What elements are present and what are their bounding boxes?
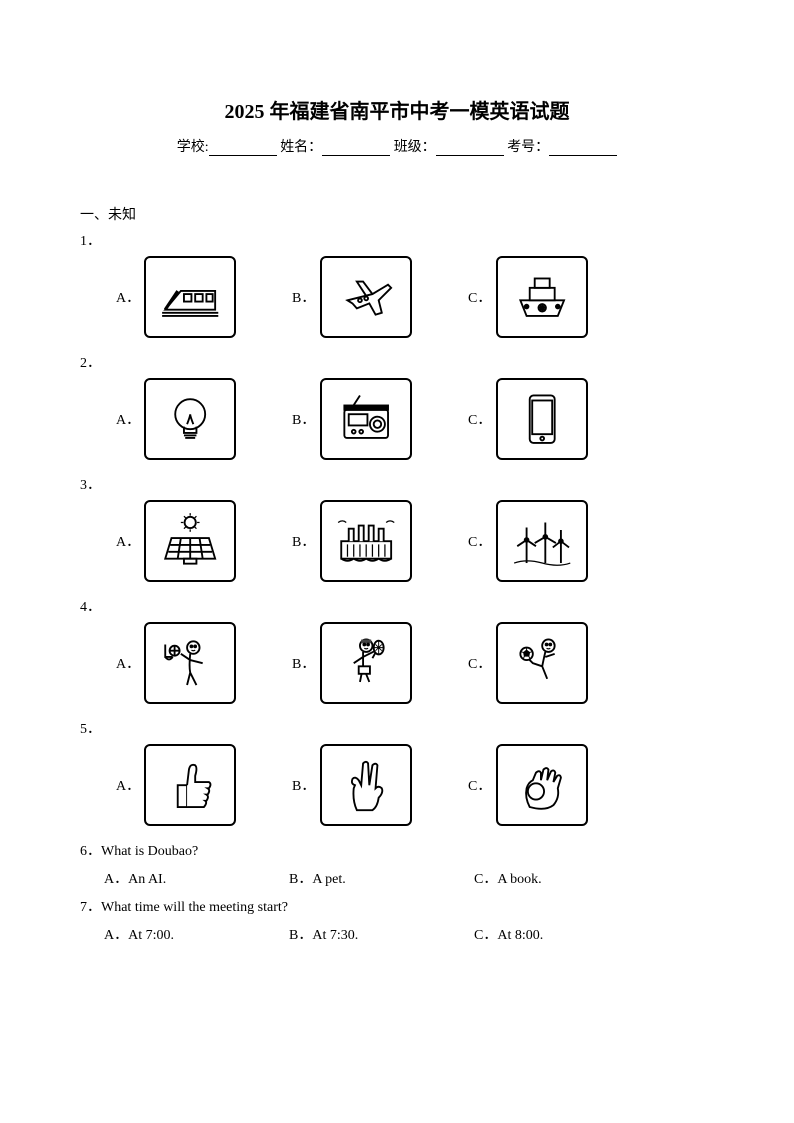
question-number: 5． xyxy=(80,718,714,738)
option-label: A． xyxy=(116,531,138,551)
option-image-phone[interactable] xyxy=(496,378,588,460)
option-image-train[interactable] xyxy=(144,256,236,338)
option-image-wind[interactable] xyxy=(496,500,588,582)
picture-option-row: A． B． C． xyxy=(116,378,714,460)
option-label: C． xyxy=(468,653,490,673)
option-label: A． xyxy=(116,287,138,307)
question-number: 2． xyxy=(80,352,714,372)
picture-option-row: A． B． C． xyxy=(116,500,714,582)
school-label: 学校: xyxy=(177,140,209,155)
section-header: 一、未知 xyxy=(80,204,714,224)
examno-label: 考号： xyxy=(507,140,549,155)
option-image-bulb[interactable] xyxy=(144,378,236,460)
picture-option-row: A． B． C． xyxy=(116,256,714,338)
option-image-basketball[interactable] xyxy=(144,622,236,704)
text-question: 6．What is Doubao? A．An AI.B．A pet.C．A boo… xyxy=(80,840,714,888)
option-label: C． xyxy=(468,531,490,551)
text-option[interactable]: C．A book. xyxy=(474,868,659,888)
option-image-ship[interactable] xyxy=(496,256,588,338)
question-number: 4． xyxy=(80,596,714,616)
option-label: C． xyxy=(468,775,490,795)
text-option[interactable]: A．An AI. xyxy=(104,868,289,888)
option-label: B． xyxy=(292,775,314,795)
option-label: B． xyxy=(292,287,314,307)
page-title: 2025 年福建省南平市中考一模英语试题 xyxy=(80,95,714,124)
text-option[interactable]: B．A pet. xyxy=(289,868,474,888)
examno-blank[interactable] xyxy=(549,140,617,156)
option-label: A． xyxy=(116,653,138,673)
option-label: C． xyxy=(468,287,490,307)
picture-option-row: A． B． C． xyxy=(116,744,714,826)
text-options-row: A．At 7:00.B．At 7:30.C．At 8:00. xyxy=(104,924,714,944)
option-image-peace[interactable] xyxy=(320,744,412,826)
picture-option-row: A． B． C． xyxy=(116,622,714,704)
question-number: 3． xyxy=(80,474,714,494)
student-info-line: 学校: 姓名： 班级： 考号： xyxy=(80,136,714,156)
option-image-radio[interactable] xyxy=(320,378,412,460)
text-question: 7．What time will the meeting start? A．At … xyxy=(80,896,714,944)
text-options-row: A．An AI.B．A pet.C．A book. xyxy=(104,868,714,888)
text-option[interactable]: C．At 8:00. xyxy=(474,924,659,944)
question-stem: 6．What is Doubao? xyxy=(80,840,714,860)
name-blank[interactable] xyxy=(322,140,390,156)
option-label: B． xyxy=(292,531,314,551)
option-image-ok[interactable] xyxy=(496,744,588,826)
question-stem: 7．What time will the meeting start? xyxy=(80,896,714,916)
option-label: B． xyxy=(292,653,314,673)
option-label: A． xyxy=(116,409,138,429)
class-blank[interactable] xyxy=(436,140,504,156)
option-image-soccer[interactable] xyxy=(496,622,588,704)
option-image-dam[interactable] xyxy=(320,500,412,582)
option-label: A． xyxy=(116,775,138,795)
question-number: 1． xyxy=(80,230,714,250)
text-option[interactable]: A．At 7:00. xyxy=(104,924,289,944)
option-label: C． xyxy=(468,409,490,429)
option-image-solar[interactable] xyxy=(144,500,236,582)
class-label: 班级： xyxy=(394,140,436,155)
option-label: B． xyxy=(292,409,314,429)
school-blank[interactable] xyxy=(209,140,277,156)
text-option[interactable]: B．At 7:30. xyxy=(289,924,474,944)
option-image-thumb[interactable] xyxy=(144,744,236,826)
option-image-plane[interactable] xyxy=(320,256,412,338)
option-image-tennis[interactable] xyxy=(320,622,412,704)
name-label: 姓名： xyxy=(280,140,322,155)
